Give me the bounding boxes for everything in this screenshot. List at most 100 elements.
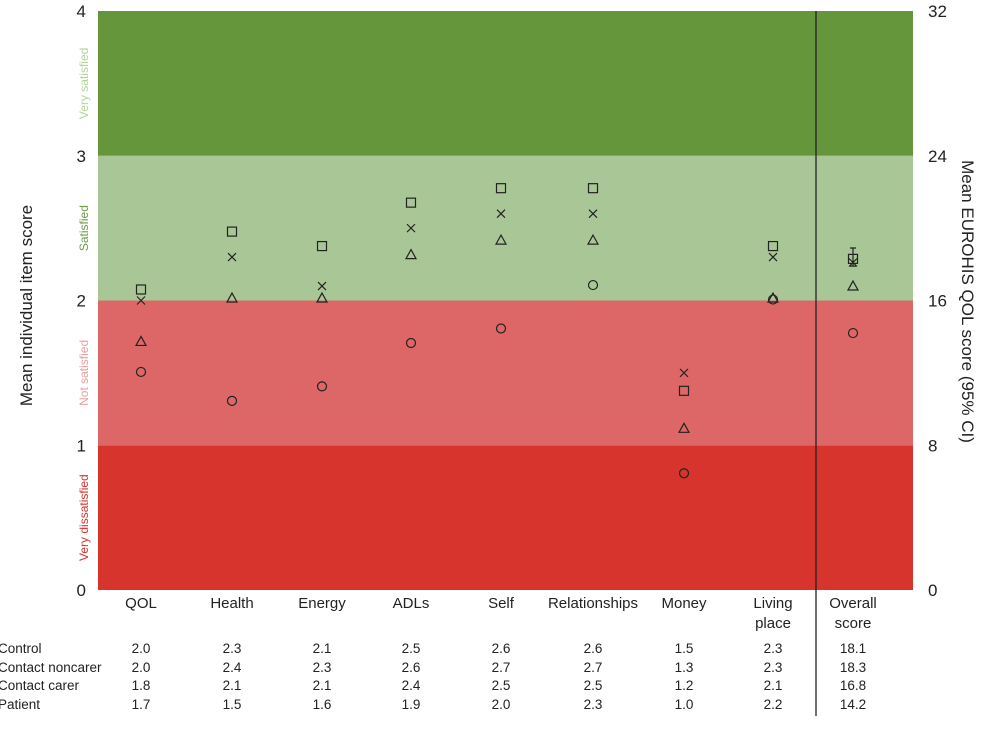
table-cell: 1.2 [675,678,694,693]
band-satisfied [98,155,913,301]
table-cell: 18.3 [840,660,866,675]
data-point-triangle [677,422,691,433]
table-cell: 2.1 [313,678,332,693]
data-point-circle [847,327,859,339]
table-cell: 2.6 [584,641,603,656]
table-cell: 1.9 [402,697,421,712]
table-cell: 2.5 [402,641,421,656]
data-point-triangle [225,291,239,303]
table-cell: 2.0 [132,660,151,675]
data-point-x [136,296,146,305]
data-point-square [587,183,599,194]
table-cell: 2.1 [313,641,332,656]
category-label: Living [753,595,792,612]
category-label: Health [210,595,253,612]
y-axis-title: Mean individual item score [17,205,36,406]
data-point-circle [135,366,147,378]
data-point-triangle [586,233,600,245]
data-point-triangle [315,291,329,303]
data-point-circle [767,294,779,305]
category-label-overall: score [835,615,872,632]
data-point-circle [678,468,690,479]
table-cell: 2.5 [584,678,603,693]
band-label: Very satisfied [77,48,91,119]
data-point-square [678,385,690,396]
data-point-x [406,223,416,233]
table-cell: 2.0 [492,697,511,712]
y-tick-label: 1 [77,436,86,455]
category-label: place [755,615,791,632]
table-cell: 2.1 [764,678,783,693]
table-cell: 2.7 [584,660,603,675]
table-cell: 2.0 [132,641,151,656]
table-cell: 14.2 [840,697,866,712]
data-point-triangle [494,233,508,245]
y-tick-label: 2 [77,292,86,311]
data-point-circle [495,323,507,334]
table-cell: 2.3 [764,641,783,656]
data-point-x [679,368,689,378]
table-cell: 1.7 [132,697,151,712]
y2-tick-label: 16 [928,292,947,311]
band-very-satisfied [98,11,913,156]
table-cell: 2.5 [492,678,511,693]
category-label-overall: Overall [829,595,877,612]
table-row-label: Contact carer [0,678,80,693]
y2-tick-label: 32 [928,2,947,21]
data-point-circle [587,279,599,291]
band-label: Very dissatisfied [77,474,91,561]
table-cell: 2.6 [492,641,511,656]
band-very-dissatisfied [98,445,913,590]
data-point-triangle [766,291,780,303]
table-cell: 1.8 [132,678,151,693]
y2-tick-label: 8 [928,436,937,455]
data-point-square [316,240,328,252]
category-label: Energy [298,595,346,612]
table-cell: 1.6 [313,697,332,712]
data-point-x [588,209,598,219]
data-point-triangle [404,248,418,260]
y2-tick-label: 24 [928,147,947,166]
data-point-square [405,197,417,208]
data-point-triangle [134,335,148,347]
table-cell: 1.0 [675,697,694,712]
band-label: Satisfied [77,205,91,251]
table-cell: 1.5 [675,641,694,656]
category-label: ADLs [393,595,430,612]
data-point-circle [316,381,328,392]
table-row-label: Contact noncarer [0,660,102,675]
category-label: Relationships [548,595,638,612]
table-row-label: Patient [0,697,40,712]
data-point-x [317,281,327,291]
table-cell: 2.6 [402,660,421,675]
y-tick-label: 4 [77,2,86,21]
table-cell: 2.3 [223,641,242,656]
table-cell: 2.7 [492,660,511,675]
y2-tick-label: 0 [928,581,937,600]
data-point-square [135,284,147,295]
table-cell: 18.1 [840,641,866,656]
table-cell: 16.8 [840,678,866,693]
table-cell: 2.3 [764,660,783,675]
y2-axis-title: Mean EUROHIS QOL score (95% CI) [958,160,977,443]
table-cell: 2.2 [764,697,783,712]
data-point-square [767,240,779,252]
y-tick-label: 0 [77,581,86,600]
band-label: Not satisfied [77,340,91,406]
table-cell: 2.4 [223,660,242,675]
ci-whisker [850,247,856,267]
table-cell: 2.3 [313,660,332,675]
data-point-triangle [846,279,860,291]
table-cell: 1.3 [675,660,694,675]
data-point-circle [405,337,417,349]
y-tick-label: 3 [77,147,86,166]
table-cell: 1.5 [223,697,242,712]
table-cell: 2.3 [584,697,603,712]
table-row-label: Control [0,641,42,656]
data-point-x [768,252,778,262]
band-not-satisfied [98,300,913,446]
data-point-square [495,183,507,194]
table-cell: 2.1 [223,678,242,693]
category-label: Self [488,595,515,612]
